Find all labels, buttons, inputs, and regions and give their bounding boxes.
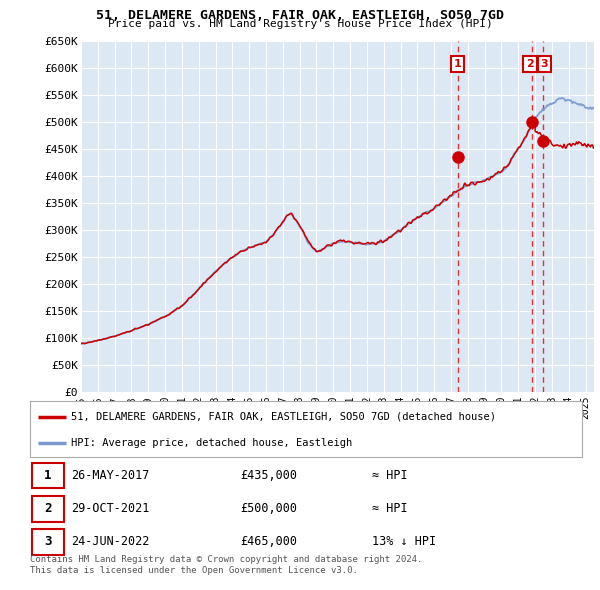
Text: HPI: Average price, detached house, Eastleigh: HPI: Average price, detached house, East… <box>71 438 353 448</box>
Text: 3: 3 <box>44 536 52 549</box>
Text: 26-MAY-2017: 26-MAY-2017 <box>71 469 150 482</box>
Text: Price paid vs. HM Land Registry's House Price Index (HPI): Price paid vs. HM Land Registry's House … <box>107 19 493 30</box>
Text: 1: 1 <box>44 469 52 482</box>
Text: £465,000: £465,000 <box>240 536 297 549</box>
Text: 24-JUN-2022: 24-JUN-2022 <box>71 536 150 549</box>
FancyBboxPatch shape <box>32 463 64 489</box>
Text: ≈ HPI: ≈ HPI <box>372 502 408 516</box>
Text: £500,000: £500,000 <box>240 502 297 516</box>
Text: 2: 2 <box>44 502 52 516</box>
Text: This data is licensed under the Open Government Licence v3.0.: This data is licensed under the Open Gov… <box>30 566 358 575</box>
Text: 13% ↓ HPI: 13% ↓ HPI <box>372 536 436 549</box>
Text: 29-OCT-2021: 29-OCT-2021 <box>71 502 150 516</box>
Text: 1: 1 <box>454 59 461 69</box>
Text: Contains HM Land Registry data © Crown copyright and database right 2024.: Contains HM Land Registry data © Crown c… <box>30 555 422 563</box>
Text: £435,000: £435,000 <box>240 469 297 482</box>
Text: 2: 2 <box>526 59 534 69</box>
Text: 3: 3 <box>541 59 548 69</box>
Text: 51, DELAMERE GARDENS, FAIR OAK, EASTLEIGH, SO50 7GD (detached house): 51, DELAMERE GARDENS, FAIR OAK, EASTLEIG… <box>71 412 496 422</box>
Text: 51, DELAMERE GARDENS, FAIR OAK, EASTLEIGH, SO50 7GD: 51, DELAMERE GARDENS, FAIR OAK, EASTLEIG… <box>96 9 504 22</box>
FancyBboxPatch shape <box>32 529 64 555</box>
Text: ≈ HPI: ≈ HPI <box>372 469 408 482</box>
FancyBboxPatch shape <box>32 496 64 522</box>
